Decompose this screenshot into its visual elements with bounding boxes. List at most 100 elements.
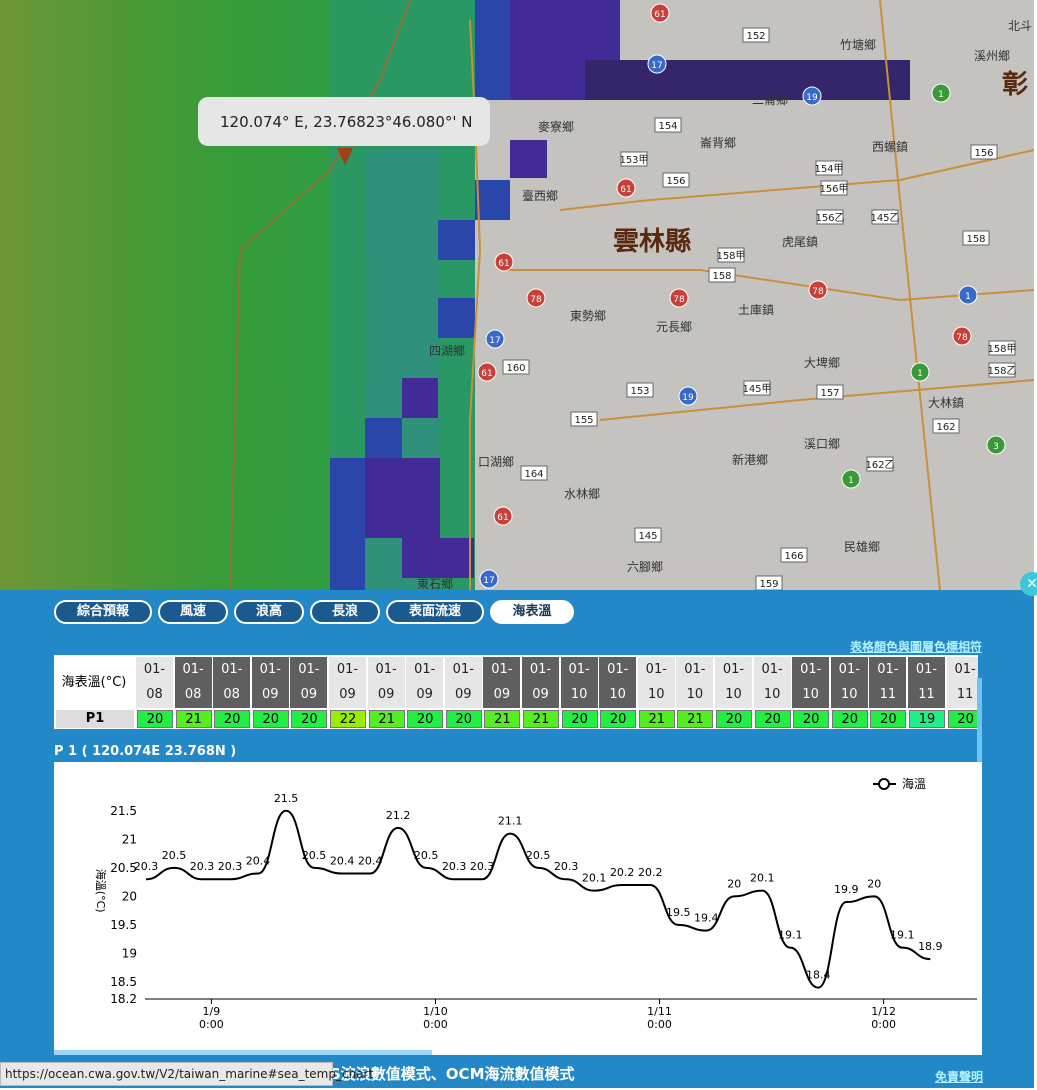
close-button[interactable]: ✕	[1020, 572, 1037, 596]
shield-label: 19	[682, 393, 694, 403]
shield-label: 61	[620, 185, 631, 195]
route-box	[866, 456, 894, 472]
header-cell: 01-0911H	[367, 657, 405, 727]
header-cell: 01-1002H	[560, 657, 598, 727]
data-label: 19.4	[694, 912, 719, 925]
col-date: 01-10	[838, 662, 860, 702]
value-cell: 20	[214, 710, 251, 728]
col-date: 01-08	[143, 662, 166, 702]
line-series	[145, 809, 931, 989]
route-label: 158甲	[716, 251, 745, 262]
place-label: 六腳鄉	[627, 560, 663, 574]
route-box	[708, 267, 736, 283]
value-cell: 21	[638, 710, 675, 728]
route-shield	[485, 329, 505, 349]
popup-text: 120.074° E, 23.76823°46.080°' N	[220, 113, 472, 131]
data-label: 20.3	[442, 860, 467, 873]
route-box	[662, 172, 690, 188]
place-label: 彰	[1002, 69, 1028, 100]
data-label: 21.5	[274, 792, 299, 805]
data-label: 19.1	[890, 929, 915, 942]
disclaimer[interactable]: 免責聲明	[935, 1070, 984, 1084]
tab[interactable]: 海表溫	[490, 600, 574, 624]
tab[interactable]: 風速	[158, 600, 228, 624]
tab[interactable]: 長浪	[310, 600, 380, 624]
route-label: 145乙	[870, 212, 899, 224]
value-cell: 20	[793, 710, 830, 728]
place-label: 竹塘鄉	[840, 37, 876, 52]
route-box	[570, 411, 598, 427]
data-label: 21.2	[386, 809, 411, 822]
col-date: 01-08	[182, 662, 204, 702]
data-label: 20.5	[526, 849, 551, 862]
tab[interactable]: 浪高	[234, 600, 304, 624]
value-cell: 21	[484, 710, 521, 728]
y-tick-label: 20	[122, 889, 137, 903]
data-label: 20.5	[162, 849, 187, 862]
place-label: 虎尾鎮	[782, 234, 818, 249]
route-label: 145	[638, 531, 657, 542]
shield-label: 1	[848, 476, 854, 486]
route-label: 156	[974, 148, 993, 159]
route-shield	[958, 285, 978, 305]
y-axis-label: 海溫(°C)	[94, 869, 108, 913]
h-scrollbar[interactable]	[54, 1050, 432, 1055]
place-label: 溪州鄉	[974, 49, 1010, 63]
place-label: 麥寮鄉	[538, 119, 574, 134]
value-cell: 21	[677, 710, 714, 728]
shield-label: 1	[938, 90, 944, 100]
header-cell: 01-0908H	[329, 657, 366, 727]
col-date: 01-09	[491, 662, 513, 702]
place-label: 大埤鄉	[804, 356, 840, 370]
header-label: 海表溫(°C)	[61, 675, 127, 690]
place-label: 臺西鄉	[522, 188, 558, 203]
data-label: 19.1	[778, 929, 803, 942]
col-date: 01-10	[800, 662, 822, 702]
value-cell: 21	[523, 710, 559, 728]
value-cell: 21	[175, 710, 212, 728]
color-link[interactable]: 表格顏色與圖層色標相符	[849, 640, 982, 654]
col-date: 01-10	[568, 662, 590, 702]
place-label: 元長鄉	[656, 320, 692, 334]
place-label: 土庫鎮	[738, 302, 774, 317]
col-date: 01-11	[915, 662, 938, 702]
place-label: 水林鄉	[564, 487, 600, 501]
shield-label: 78	[812, 287, 824, 297]
route-label: 153	[630, 386, 649, 397]
route-shield	[616, 178, 636, 198]
header-cell: 01-1102H	[869, 657, 907, 727]
route-shield	[678, 386, 698, 406]
data-label: 20.2	[610, 866, 635, 879]
row-label: P1	[56, 710, 134, 728]
data-label: 20	[727, 877, 741, 890]
col-date: 01-10	[684, 662, 706, 702]
shield-label: 1	[965, 292, 971, 302]
status-bar: https://ocean.cwa.gov.tw/V2/taiwan_marin…	[0, 1062, 373, 1086]
header-cell: 01-0917H	[444, 657, 482, 727]
route-label: 154甲	[814, 164, 843, 175]
route-box	[988, 362, 1016, 378]
header-cell: 01-0923H	[522, 657, 559, 727]
header-cell: 01-0820H	[174, 657, 212, 727]
header-cell: 01-1020H	[792, 657, 830, 727]
y-tick-label: 18.2	[110, 992, 137, 1006]
shield-label: 61	[654, 10, 665, 20]
col-date: 01-11	[954, 662, 976, 702]
shield-label: 3	[993, 442, 999, 452]
value-cell: 20	[445, 710, 482, 728]
route-box	[654, 117, 682, 133]
route-label: 156乙	[815, 212, 844, 224]
shield-label: 17	[651, 61, 662, 71]
tab[interactable]: 表面流速	[386, 600, 484, 624]
route-label: 162	[936, 422, 955, 433]
col-date: 01-09	[259, 662, 281, 702]
col-date: 01-11	[877, 662, 899, 702]
popup	[198, 97, 490, 146]
x-tick-label: 1/12 0:00	[871, 1005, 896, 1031]
place-label: 溪口鄉	[804, 437, 840, 451]
place-label: 民雄鄉	[844, 539, 880, 554]
tab[interactable]: 綜合預報	[54, 600, 152, 624]
data-label: 20.3	[218, 860, 243, 873]
route-box	[626, 382, 654, 398]
